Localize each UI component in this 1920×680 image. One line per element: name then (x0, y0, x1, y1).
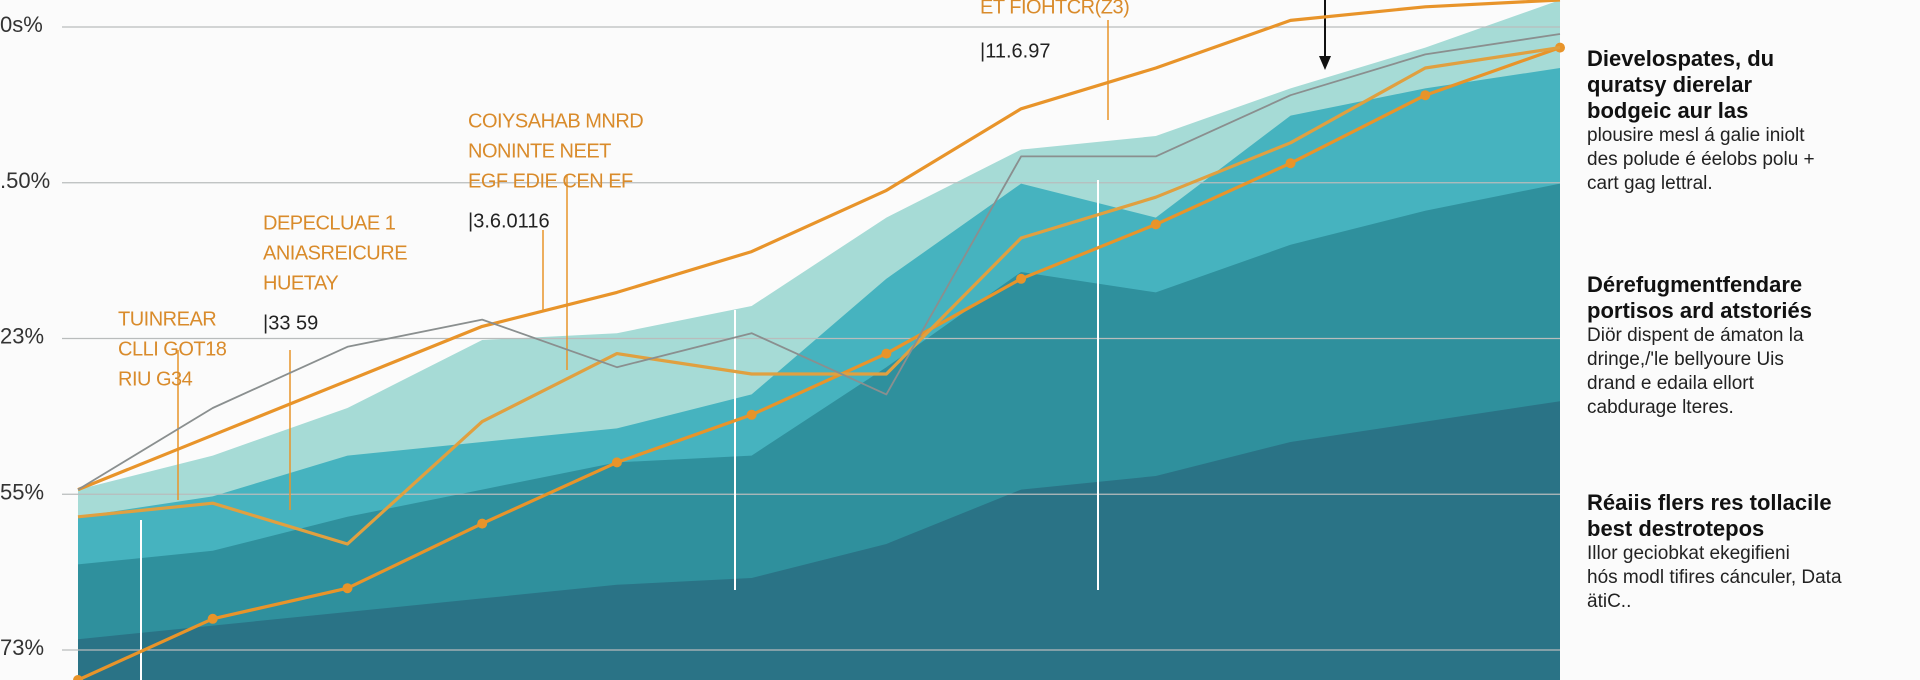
marker (1420, 90, 1431, 101)
marker (881, 348, 892, 359)
annotation-text: RIU G34 (118, 369, 193, 391)
note-body: plousire mesl á galie iniolt (1587, 125, 1805, 146)
annotation-text: TUINREAR (118, 309, 216, 331)
text-layer: 0s% .50% 23% 55% 73% TUINREAR CLLI GOT18 RIU G3… (0, 0, 1842, 660)
marker (611, 457, 622, 468)
annotation-text: DEPECLUAE 1 (263, 213, 396, 235)
annotation-text: ANIASREICURE (263, 243, 407, 265)
marker (342, 583, 353, 594)
y-axis-label: 0s% (0, 12, 43, 37)
note-body: drand e edaila ellort (1587, 373, 1755, 394)
note-body: ätiC.. (1587, 591, 1631, 612)
note-body: Diör dispent de ámaton la (1587, 325, 1804, 346)
marker (477, 518, 488, 529)
line (77, 0, 1561, 492)
note-body: des polude é éelobs polu + (1587, 149, 1815, 170)
y-axis-label: 73% (0, 635, 44, 660)
arrow-head (1319, 56, 1331, 70)
marker (1150, 219, 1161, 230)
marker (207, 613, 218, 624)
annotation-text: HUETAY (263, 273, 338, 295)
grid-layer (62, 26, 1560, 651)
note-body: hós modl tifires cánculer, Data (1587, 567, 1842, 588)
area (78, 401, 1560, 680)
annotation-value: |33 59 (263, 313, 318, 335)
annotation-text: ET FIOHTCR(Z3) (980, 0, 1129, 19)
note-heading: best destrotepos (1587, 516, 1764, 541)
line (77, 46, 1561, 680)
note-heading: Dievelospates, du (1587, 46, 1774, 71)
y-axis-label: 23% (0, 324, 44, 349)
marker (1285, 158, 1296, 169)
marker (1016, 273, 1027, 284)
note-body: cabdurage lteres. (1587, 397, 1734, 418)
annotation-text: EGF EDIE CEN EF (468, 171, 633, 193)
y-axis-label: .50% (0, 168, 50, 193)
note-heading: bodgeic aur las (1587, 98, 1748, 123)
annotation-text: NONINTE NEET (468, 141, 611, 163)
annotation-value: |3.6.0116 (468, 211, 550, 233)
note-body: Illor geciobkat ekegifieni (1587, 543, 1790, 564)
note-body: dringe,/'le bellyoure Uis (1587, 349, 1784, 370)
marker (73, 675, 83, 680)
annotation-value: |11.6.97 (980, 41, 1050, 63)
line-layer (73, 0, 1565, 680)
note-heading: Dérefugmentfendare (1587, 272, 1802, 297)
note-body: cart gag lettral. (1587, 173, 1713, 194)
annotation-text: CLLI GOT18 (118, 339, 227, 361)
line (77, 33, 1561, 491)
line (77, 46, 1561, 546)
leader-lines (140, 0, 1331, 680)
note-heading: Réaiis flers res tollacile (1587, 490, 1832, 515)
note-heading: portisos ard atstoriés (1587, 298, 1812, 323)
note-heading: quratsy dierelar (1587, 72, 1753, 97)
annotation-text: COIYSAHAB MNRD (468, 111, 643, 133)
marker (746, 409, 757, 420)
y-axis-label: 55% (0, 479, 44, 504)
